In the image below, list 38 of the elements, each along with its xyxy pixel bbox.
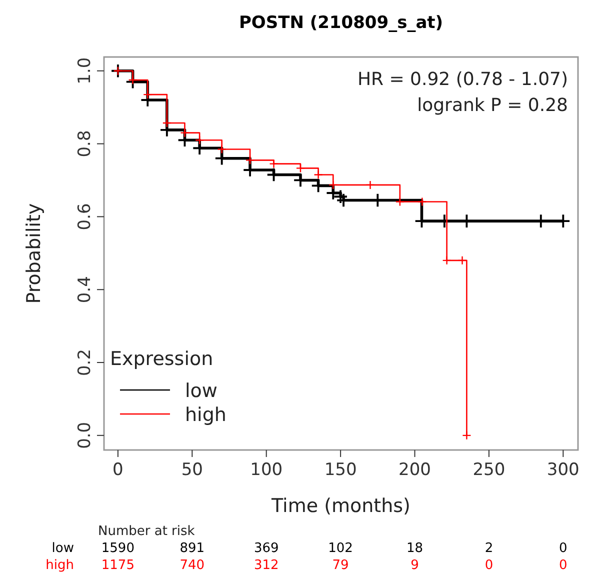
text: 0 [484,558,494,573]
x-tick-label: 300 [546,460,580,480]
x-axis-title: Time (months) [270,495,410,517]
text: 18 [406,541,424,556]
text: 1590 [101,541,134,556]
text: 891 [180,541,205,556]
legend-label: high [185,404,226,426]
text: 1175 [101,558,134,573]
text: 312 [254,558,279,573]
x-tick-label: 150 [324,460,357,480]
y-axis-title: Probability [23,203,45,304]
text: 2 [484,541,494,556]
text: 0 [559,541,568,556]
text: 369 [254,541,279,556]
text: 79 [332,558,349,573]
y-tick-label: 0.2 [75,348,95,376]
x-tick-label: 100 [250,460,283,480]
y-tick-label: 0.6 [75,203,95,230]
x-tick-label: 200 [398,460,431,480]
text: Number at risk [98,524,196,539]
annotation: HR = 0.92 (0.78 - 1.07) [357,69,568,90]
y-tick-label: 1.0 [75,57,95,84]
legend-label: low [185,380,218,402]
x-tick-label: 250 [472,460,506,480]
x-tick-label: 0 [112,460,124,480]
text: 102 [328,541,353,556]
x-tick-label: 50 [181,460,203,480]
chart-title: POSTN (210809_s_at) [238,13,444,33]
text: high [46,558,74,573]
legend-title: Expression [110,348,214,370]
text: 9 [410,558,419,573]
text: 0 [559,558,568,573]
y-tick-label: 0.8 [75,130,95,158]
text: low [52,541,74,556]
annotation: logrank P = 0.28 [417,95,568,116]
text: 740 [180,558,205,573]
y-tick-label: 0.0 [75,422,95,449]
y-tick-label: 0.4 [75,276,95,304]
